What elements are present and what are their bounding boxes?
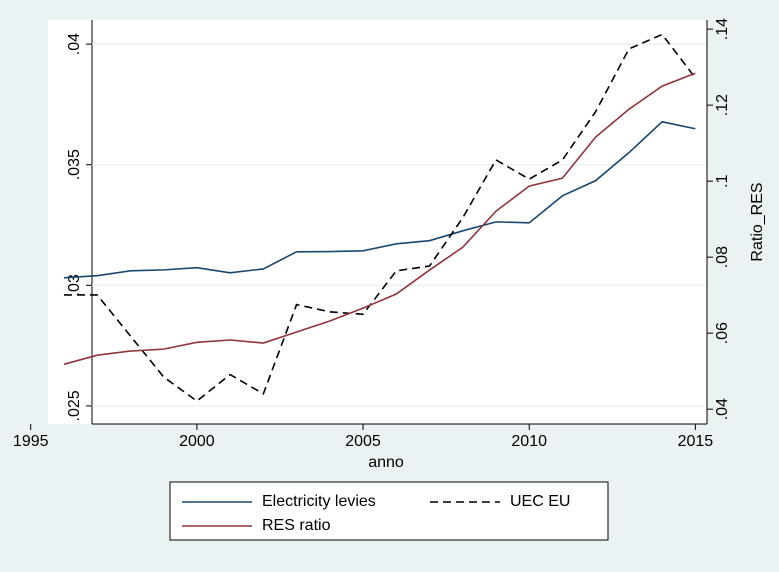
series-line — [63, 72, 696, 366]
x-tick-label: 2005 — [345, 433, 381, 450]
y2-tick-label: .1 — [714, 174, 731, 187]
legend-label: UEC EU — [510, 493, 570, 510]
x-tick-label: 2000 — [179, 433, 215, 450]
y2-axis-title: Ratio_RES — [749, 182, 766, 261]
y-tick-label: .025 — [66, 390, 83, 421]
y2-tick-label: .08 — [714, 246, 731, 268]
y-tick-label: .04 — [66, 33, 83, 55]
plot-area — [48, 20, 707, 424]
x-tick-label: 2015 — [678, 433, 714, 450]
y2-tick-label: .04 — [714, 398, 731, 420]
y2-tick-label: .14 — [714, 18, 731, 40]
legend-label: RES ratio — [262, 517, 331, 534]
x-tick-label: 1995 — [13, 433, 49, 450]
legend-box — [169, 481, 609, 541]
y2-tick-label: .06 — [714, 322, 731, 344]
series-line — [63, 120, 696, 279]
x-axis-title: anno — [368, 454, 404, 471]
legend-label: Electricity levies — [262, 493, 376, 510]
y-tick-label: .035 — [66, 149, 83, 180]
y-tick-label: .03 — [66, 274, 83, 296]
y2-tick-label: .12 — [714, 94, 731, 116]
series-line — [63, 33, 697, 403]
x-tick-label: 2010 — [511, 433, 547, 450]
